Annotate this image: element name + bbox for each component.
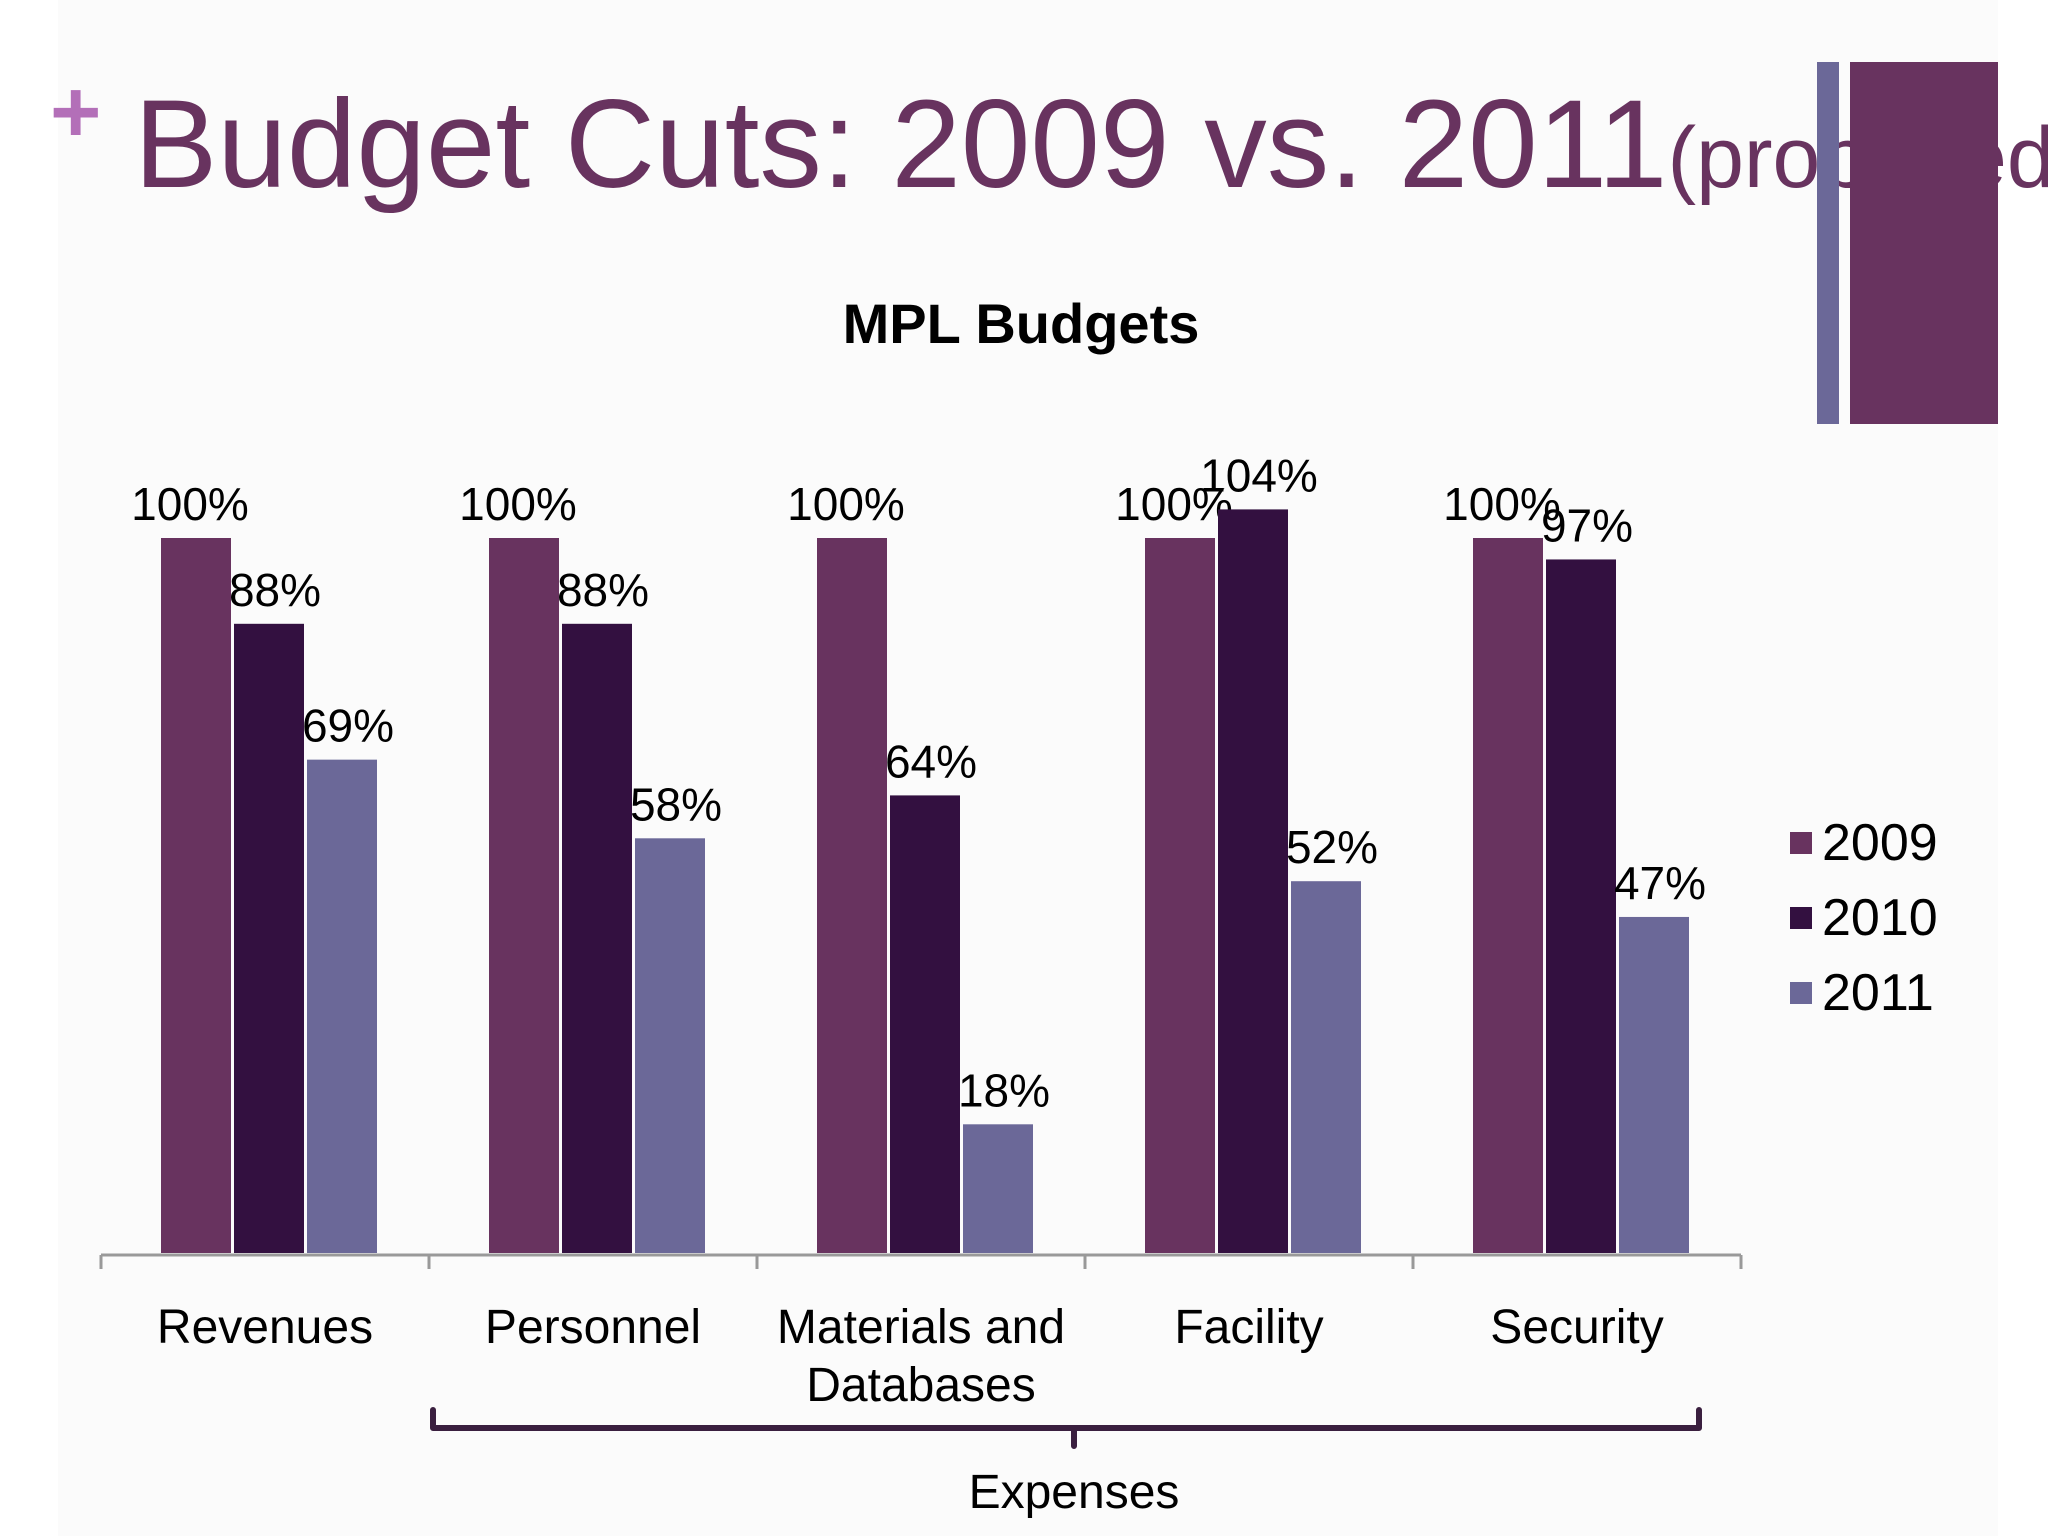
accent-bar-thick xyxy=(1850,62,1998,424)
bar-2010-4 xyxy=(1546,559,1616,1253)
legend-swatch xyxy=(1790,981,1812,1004)
data-label: 58% xyxy=(630,778,722,830)
data-label: 64% xyxy=(885,735,977,787)
data-label: 100% xyxy=(1115,478,1233,530)
bar-2011-2 xyxy=(963,1124,1033,1253)
bar-2009-1 xyxy=(489,538,559,1253)
data-label: 47% xyxy=(1614,857,1706,909)
accent-bar-thin xyxy=(1817,62,1839,424)
category-label: Personnel xyxy=(485,1301,701,1354)
bar-2010-1 xyxy=(562,623,632,1253)
data-label: 88% xyxy=(557,564,649,616)
slide-background xyxy=(58,0,1998,1536)
legend-item: 2010 xyxy=(1790,880,1938,955)
data-label: 69% xyxy=(302,700,394,752)
bracket-label: Expenses xyxy=(969,1466,1180,1519)
chart-title: MPL Budgets xyxy=(843,292,1200,355)
category-label: Materials and xyxy=(777,1301,1065,1354)
data-label: 100% xyxy=(787,478,905,530)
legend-label: 2011 xyxy=(1822,963,1934,1022)
bar-2011-1 xyxy=(635,838,705,1253)
bar-2010-2 xyxy=(890,795,960,1253)
data-label: 100% xyxy=(131,478,249,530)
data-label: 18% xyxy=(958,1064,1050,1116)
bar-2011-3 xyxy=(1291,881,1361,1253)
title-main: Budget Cuts: 2009 vs. 2011 xyxy=(134,75,1668,214)
bar-2010-0 xyxy=(234,623,304,1253)
data-label: 88% xyxy=(229,564,321,616)
category-label: Revenues xyxy=(157,1301,373,1354)
bar-2011-0 xyxy=(307,759,377,1253)
expenses-bracket xyxy=(430,1407,1702,1449)
data-label: 52% xyxy=(1286,821,1378,873)
chart-legend: 2009 2010 2011 xyxy=(1790,805,1938,1030)
bar-2009-2 xyxy=(817,538,887,1253)
bar-2010-3 xyxy=(1218,509,1288,1253)
bar-2009-3 xyxy=(1145,538,1215,1253)
data-label: 104% xyxy=(1200,449,1318,501)
plus-icon: + xyxy=(50,62,102,161)
legend-label: 2009 xyxy=(1822,813,1938,872)
category-label: Security xyxy=(1490,1301,1663,1354)
bar-2011-4 xyxy=(1619,916,1689,1253)
legend-label: 2010 xyxy=(1822,888,1938,947)
category-label: Facility xyxy=(1174,1301,1323,1354)
category-label: Databases xyxy=(806,1359,1035,1412)
data-label: 100% xyxy=(1443,478,1561,530)
bar-2009-4 xyxy=(1473,538,1543,1253)
legend-swatch xyxy=(1790,906,1812,929)
legend-item: 2009 xyxy=(1790,805,1938,880)
data-label: 97% xyxy=(1541,499,1633,551)
bar-2009-0 xyxy=(161,538,231,1253)
legend-item: 2011 xyxy=(1790,955,1938,1030)
data-label: 100% xyxy=(459,478,577,530)
legend-swatch xyxy=(1790,831,1812,854)
